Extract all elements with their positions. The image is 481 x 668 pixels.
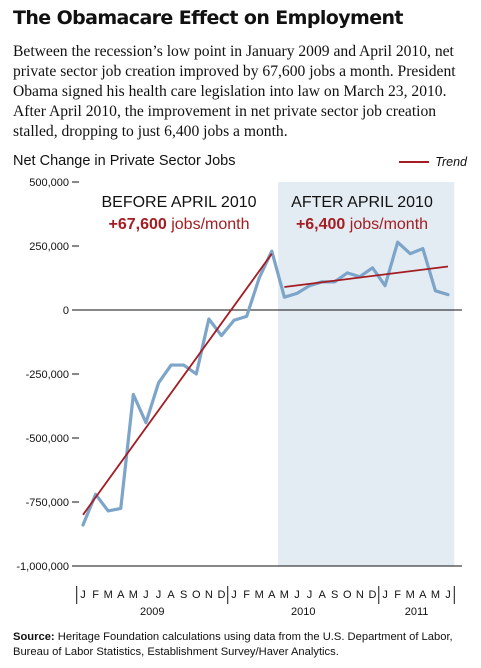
year-label: 2011 (405, 606, 429, 618)
legend: Trend (399, 155, 467, 169)
x-tick-label: F (92, 589, 99, 601)
y-tick-label: -250,000 (26, 369, 69, 381)
annotation-value-number: +67,600 (109, 216, 167, 233)
annotation-value-number: +6,400 (296, 216, 345, 233)
legend-trend-swatch (399, 161, 430, 163)
x-tick-label: J (294, 589, 300, 601)
x-tick-label: M (129, 589, 138, 601)
year-labels: 2009 2010 2011 (76, 586, 455, 618)
annotation-value-unit: jobs/month (345, 216, 428, 233)
annotation-value-unit: jobs/month (167, 216, 250, 233)
x-tick-label: J (231, 589, 237, 601)
source-note: Source: Heritage Foundation calculations… (13, 630, 475, 659)
x-tick-label: D (369, 589, 377, 601)
x-tick-label: A (419, 589, 427, 601)
annotations: BEFORE APRIL 2010 +67,600 jobs/month AFTER… (101, 194, 432, 233)
x-tick-label: A (318, 589, 326, 601)
trend-lines (82, 253, 449, 516)
x-tick-label: J (307, 589, 313, 601)
x-tick-label: M (280, 589, 289, 601)
x-tick-label: F (243, 589, 250, 601)
y-axis-ticks: 500,000 250,000 0 -250,000 -500,000 -750,000 -… (16, 177, 79, 573)
year-label: 2010 (291, 606, 315, 618)
x-tick-label: A (117, 589, 125, 601)
x-tick-label: J (156, 589, 162, 601)
legend-trend-label: Trend (435, 155, 467, 169)
chart-title: Net Change in Private Sector Jobs (13, 153, 236, 169)
intro-paragraph: Between the recession’s low point in Jan… (13, 43, 456, 140)
year-label: 2009 (140, 606, 164, 618)
annotation-value: +67,600 jobs/month (109, 216, 250, 233)
source-label: Source: (13, 631, 55, 643)
x-tick-label: A (167, 589, 175, 601)
x-tick-label: F (394, 589, 401, 601)
source-text: Heritage Foundation calculations using d… (13, 631, 453, 658)
x-tick-label: O (343, 589, 352, 601)
y-tick-label: -500,000 (26, 433, 69, 445)
x-tick-label: J (382, 589, 388, 601)
x-tick-label: J (80, 589, 86, 601)
trend-line (82, 253, 273, 516)
x-tick-label: J (143, 589, 149, 601)
x-tick-label: N (205, 589, 213, 601)
x-tick-label: M (255, 589, 264, 601)
series-line-private-jobs (81, 240, 450, 527)
annotation-value: +6,400 jobs/month (296, 216, 428, 233)
x-tick-label: S (331, 589, 338, 601)
x-tick-label: S (180, 589, 187, 601)
x-tick-label: M (104, 589, 113, 601)
x-tick-label: N (356, 589, 364, 601)
y-tick-label: 500,000 (29, 177, 69, 189)
y-tick-label: 0 (63, 305, 69, 317)
trend-line (284, 265, 449, 288)
x-tick-label: M (406, 589, 415, 601)
y-tick-label: -750,000 (26, 497, 69, 509)
x-tick-label: M (431, 589, 440, 601)
x-tick-label: J (445, 589, 451, 601)
annotation-heading: BEFORE APRIL 2010 (101, 194, 256, 211)
y-tick-label: -1,000,000 (16, 561, 69, 573)
page-title: The Obamacare Effect on Employment (13, 7, 404, 29)
x-tick-label: A (268, 589, 276, 601)
annotation-heading: AFTER APRIL 2010 (291, 194, 433, 211)
x-tick-label: O (192, 589, 201, 601)
x-tick-label: D (217, 589, 225, 601)
post-april-2010-shaded-region (278, 182, 455, 566)
y-tick-label: 250,000 (29, 241, 69, 253)
